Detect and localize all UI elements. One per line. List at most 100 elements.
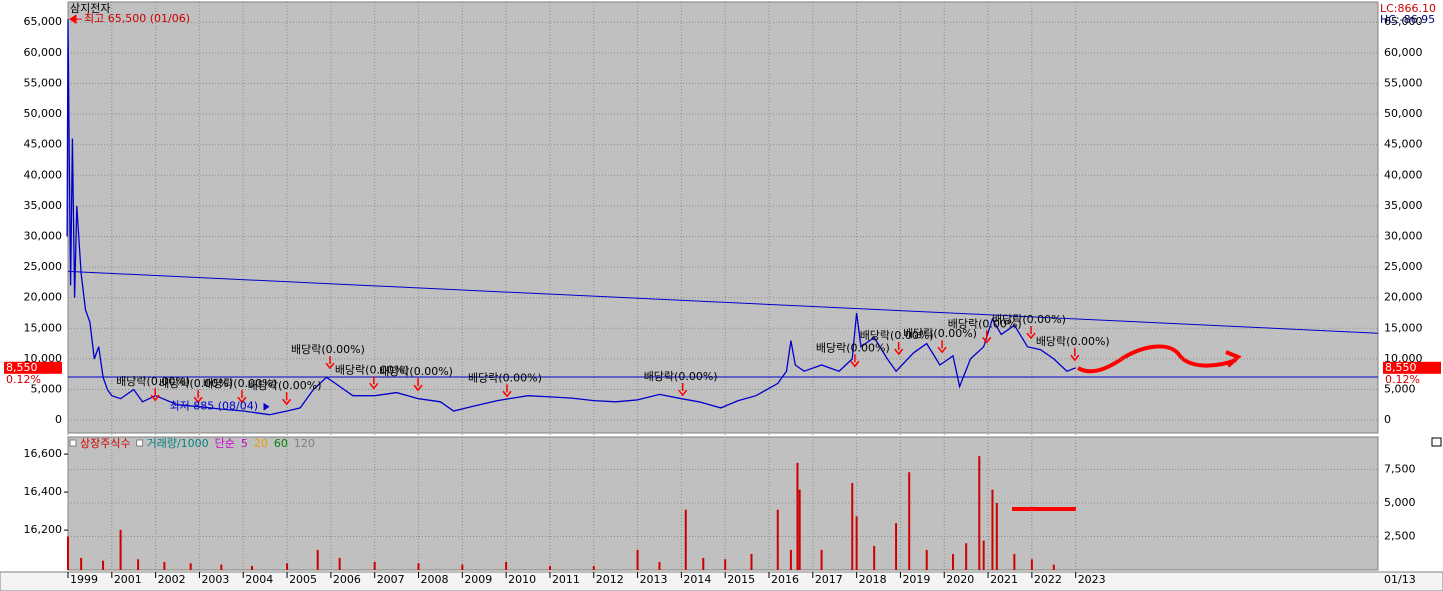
header-lc: LC:866.10 — [1380, 2, 1436, 15]
y2-tick-label: 2,500 — [1384, 530, 1416, 543]
price-box-label: 8,550 — [1385, 361, 1417, 374]
volume-bar — [798, 489, 801, 570]
y-tick-label-right: 0 — [1384, 413, 1391, 426]
x-tick-label: 2019 — [902, 573, 930, 586]
volume-bar — [855, 516, 858, 570]
volume-bar — [119, 529, 122, 570]
price-panel — [67, 1, 1379, 434]
y-tick-label-right: 50,000 — [1384, 107, 1423, 120]
x-tick-label: 2016 — [771, 573, 799, 586]
event-arrow — [369, 376, 379, 390]
x-tick-label: 2003 — [201, 573, 229, 586]
y-tick-label-right: 55,000 — [1384, 76, 1423, 89]
x-tick-label: 2008 — [421, 573, 449, 586]
panel-button[interactable] — [1431, 437, 1442, 447]
y-tick-label-right: 65,000 — [1384, 15, 1423, 28]
y-tick-label-right: 45,000 — [1384, 138, 1423, 151]
event-arrow — [937, 340, 947, 354]
x-tick-label: 2004 — [245, 573, 273, 586]
event-label: 배당락(0.00%) — [379, 365, 453, 378]
y2-tick-label: 7,500 — [1384, 463, 1416, 476]
y-tick-label-right: 40,000 — [1384, 168, 1423, 181]
y-tick-label-right: 30,000 — [1384, 229, 1423, 242]
price-box-label: 8,550 — [6, 361, 38, 374]
x-tick-label: 2022 — [1034, 573, 1062, 586]
legend-entry: 상장주식수 — [80, 437, 131, 450]
volume-bar — [873, 545, 876, 570]
price-box — [1383, 361, 1441, 374]
volume-bar — [548, 565, 551, 570]
volume-bar — [908, 472, 911, 570]
y-tick-label: 50,000 — [24, 107, 63, 120]
x-tick-label: 2002 — [158, 573, 186, 586]
price-line — [66, 19, 1076, 416]
low-label: 최저 885 (08/04) — [170, 400, 259, 413]
event-arrow — [150, 388, 160, 402]
y-tick-label-right: 15,000 — [1384, 321, 1423, 334]
y-tick-label: 40,000 — [24, 168, 63, 181]
event-arrow — [982, 330, 992, 344]
legend-entry: 5 — [241, 437, 248, 450]
event-label: 배당락(0.00%) — [992, 313, 1066, 326]
event-label: 배당락(0.00%) — [644, 370, 718, 383]
x-tick-label: 1999 — [70, 573, 98, 586]
y-tick-label: 60,000 — [24, 46, 63, 59]
x-tick-label: 2001 — [114, 573, 142, 586]
volume-bar — [80, 557, 83, 570]
event-label: 배당락(0.00%) — [248, 379, 322, 392]
event-label: 배당락(0.00%) — [291, 343, 365, 356]
volume-bar — [978, 456, 981, 570]
x-tick-label: 2012 — [596, 573, 624, 586]
x-tick-label: 2020 — [946, 573, 974, 586]
volume-bar — [163, 561, 166, 570]
event-label: 배당락(0.00%) — [816, 341, 890, 354]
event-label: 배당락(0.00%) — [335, 363, 409, 376]
volume-bar — [952, 553, 955, 570]
x-tick-label: 2011 — [552, 573, 580, 586]
volume-bar — [851, 482, 854, 570]
volume-bar — [417, 563, 420, 570]
legend-entry: 단순 — [215, 437, 235, 450]
legend-entry: 거래량/1000 — [147, 437, 209, 450]
legend-entry: 60 — [274, 437, 288, 450]
high-marker — [69, 14, 82, 25]
y-tick-label: 35,000 — [24, 199, 63, 212]
event-label: 배당락(0.00%) — [1036, 335, 1110, 348]
volume-bar — [658, 561, 661, 570]
volume-bar — [995, 503, 998, 570]
x-tick-label: 2014 — [683, 573, 711, 586]
legend-entry: 20 — [254, 437, 268, 450]
y-tick-label: 5,000 — [31, 383, 63, 396]
event-arrow — [502, 384, 512, 398]
y-tick-label: 0 — [55, 413, 62, 426]
volume-bar — [316, 549, 319, 570]
x-tick-label: 2013 — [640, 573, 668, 586]
y-tick-label-right: 60,000 — [1384, 46, 1423, 59]
y-tick-label-right: 5,000 — [1384, 383, 1416, 396]
event-label: 배당락(0.00%) — [860, 329, 934, 342]
x-axis-strip — [0, 571, 1443, 591]
volume-bar — [925, 549, 928, 570]
event-label: 배당락(0.00%) — [948, 317, 1022, 330]
volume-bar — [724, 559, 727, 570]
x-tick-label: 2023 — [1078, 573, 1106, 586]
event-arrow — [1070, 348, 1080, 362]
volume-bar — [220, 564, 223, 570]
event-label: 배당락(0.00%) — [203, 377, 277, 390]
x-tick-label: 2021 — [990, 573, 1018, 586]
volume-bar — [102, 560, 105, 570]
event-label: 배당락(0.00%) — [468, 371, 542, 384]
y-tick-label: 16,400 — [24, 485, 63, 498]
volume-bar — [505, 561, 508, 570]
event-arrow — [193, 390, 203, 404]
event-arrow — [1026, 326, 1036, 340]
y-tick-label: 16,600 — [24, 447, 63, 460]
volume-bar — [789, 549, 792, 570]
y-tick-label-right: 35,000 — [1384, 199, 1423, 212]
trendline — [67, 270, 1379, 334]
x-tick-label: 2015 — [727, 573, 755, 586]
volume-bar — [636, 549, 639, 570]
volume-bar — [1052, 564, 1055, 570]
